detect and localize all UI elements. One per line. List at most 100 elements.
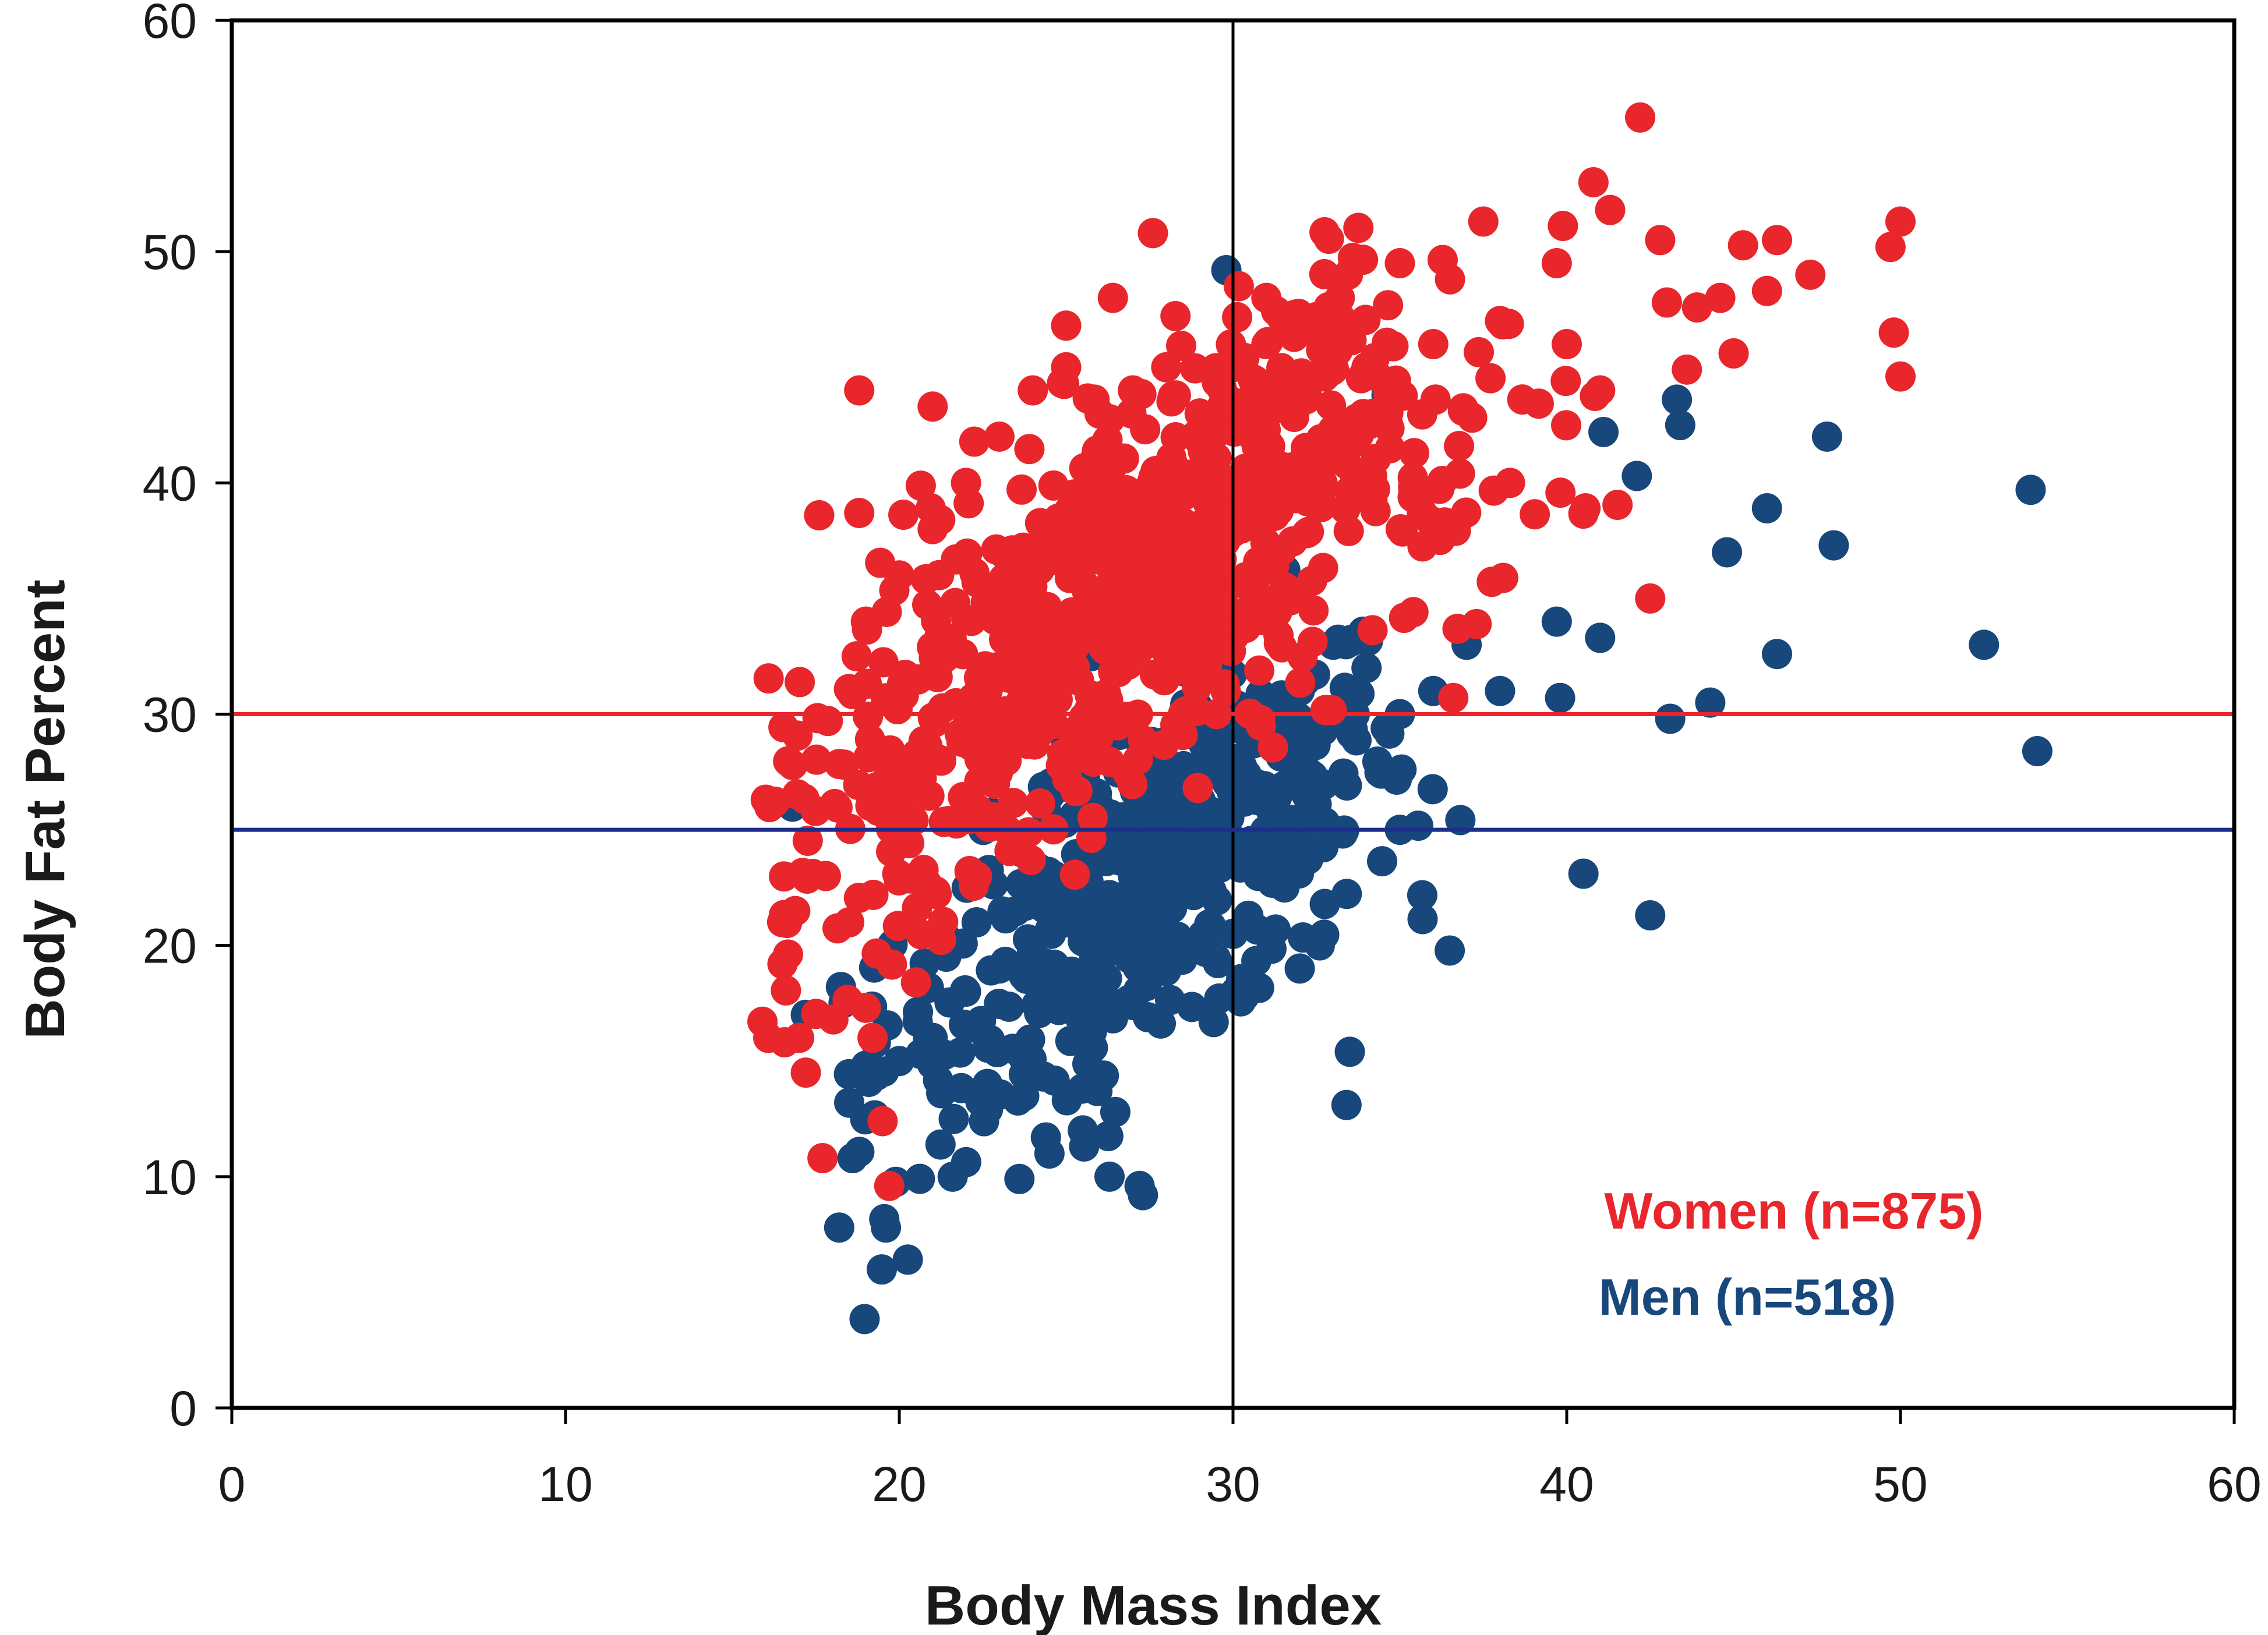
women-point [882, 694, 913, 725]
men-point [1034, 1138, 1065, 1169]
women-point [1014, 552, 1045, 583]
women-point [1182, 773, 1213, 804]
men-point [1075, 1008, 1106, 1039]
men-point [834, 1087, 865, 1118]
women-point [1435, 264, 1465, 295]
men-point [1192, 934, 1223, 965]
men-point [1100, 1096, 1131, 1127]
women-point [888, 500, 919, 530]
men-point [1108, 989, 1139, 1020]
women-point [1168, 481, 1199, 512]
women-point [753, 663, 784, 694]
men-point [1204, 983, 1235, 1014]
men-point [1149, 870, 1179, 901]
women-point [1084, 398, 1115, 429]
men-point [1407, 904, 1438, 935]
women-point [1373, 290, 1404, 321]
men-point [1417, 774, 1448, 805]
men-point [1304, 930, 1335, 961]
men-point [1118, 861, 1149, 891]
women-point [902, 893, 932, 923]
y-tick-label: 40 [143, 456, 197, 511]
men-point [1485, 675, 1515, 706]
women-point [1160, 709, 1191, 740]
men-point [1588, 416, 1619, 447]
women-point [1018, 375, 1048, 406]
women-point [1651, 287, 1682, 318]
men-point [1154, 985, 1185, 1015]
y-tick-label: 20 [143, 919, 197, 974]
men-point [1585, 622, 1616, 653]
men-point [1149, 801, 1180, 831]
men-point [1047, 977, 1078, 1008]
women-point [1407, 497, 1437, 528]
women-point [1118, 375, 1149, 406]
women-point [1201, 507, 1232, 538]
women-point [1013, 817, 1044, 848]
women-point [844, 497, 875, 528]
women-point [1795, 259, 1826, 290]
women-point [1128, 725, 1158, 756]
women-point [1047, 739, 1078, 770]
women-point [1240, 365, 1271, 396]
men-point [850, 1050, 881, 1081]
women-point [1442, 614, 1473, 645]
women-point [1718, 338, 1749, 369]
women-point [1520, 499, 1550, 530]
y-tick-label: 0 [169, 1381, 197, 1436]
women-point [767, 949, 798, 979]
women-point [801, 999, 832, 1029]
men-point [1009, 1081, 1040, 1112]
men-point [923, 1065, 953, 1096]
women-point [804, 500, 835, 530]
women-point [1317, 329, 1348, 360]
men-point [1068, 1115, 1098, 1146]
women-point [877, 949, 907, 980]
women-point [1083, 543, 1114, 574]
men-point [1818, 530, 1849, 561]
women-point [841, 641, 872, 672]
women-point [1117, 769, 1148, 799]
women-point [1728, 230, 1758, 261]
women-point [1372, 327, 1403, 358]
women-point [963, 663, 994, 693]
men-point [1018, 930, 1048, 961]
women-point [1751, 275, 1782, 306]
women-point [1112, 521, 1143, 552]
men-point [1367, 846, 1398, 877]
men-point [1334, 1036, 1365, 1067]
men-point [1751, 493, 1782, 524]
points-layer [747, 102, 2052, 1335]
women-point [1635, 583, 1666, 614]
women-point [1541, 248, 1572, 279]
x-tick-label: 0 [218, 1457, 246, 1512]
women-point [1407, 399, 1437, 430]
men-point [1545, 682, 1575, 713]
women-point [1681, 292, 1712, 323]
women-point [1097, 282, 1128, 313]
x-tick-label: 40 [1539, 1457, 1594, 1512]
women-point [955, 712, 985, 743]
men-point [1167, 944, 1197, 975]
women-point [1320, 417, 1351, 448]
women-point [1290, 433, 1321, 463]
women-point [1082, 435, 1112, 466]
women-point [884, 560, 914, 591]
women-point [1885, 361, 1916, 392]
women-point [844, 375, 875, 406]
women-point [989, 620, 1020, 650]
men-point [1635, 900, 1666, 931]
women-point [1230, 454, 1260, 484]
women-point [1457, 402, 1488, 433]
women-point [1216, 329, 1246, 360]
x-axis-title: Body Mass Index [925, 1574, 1382, 1635]
women-point [1552, 329, 1582, 360]
men-point [994, 991, 1025, 1022]
women-point [1495, 468, 1525, 498]
women-point [1309, 259, 1340, 289]
women-point [810, 861, 841, 891]
women-point [1353, 409, 1384, 440]
women-point [777, 749, 808, 780]
women-point [1359, 474, 1390, 505]
women-point [910, 564, 941, 594]
